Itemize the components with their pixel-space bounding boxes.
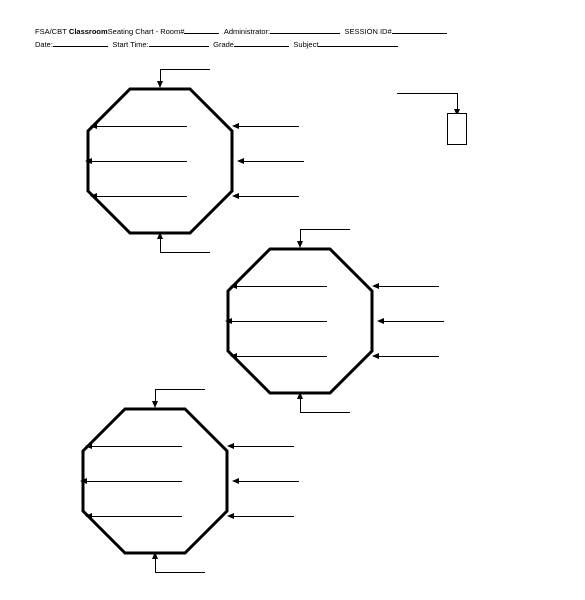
grade-label: Grade <box>213 40 234 49</box>
header-prefix: FSA/CBT <box>35 27 67 36</box>
session-label: SESSION ID# <box>345 27 392 36</box>
seat-line <box>300 229 350 230</box>
arrow-left-icon <box>230 283 237 289</box>
seat-line <box>237 286 327 287</box>
seat-line <box>379 356 439 357</box>
seat-line <box>379 286 439 287</box>
date-label: Date: <box>35 40 53 49</box>
seat-arrow <box>160 238 161 252</box>
arrow-left-icon <box>377 318 384 324</box>
arrow-down-icon <box>152 401 158 408</box>
seat-line <box>92 516 182 517</box>
seat-line <box>87 481 182 482</box>
seat-line <box>397 93 457 94</box>
arrow-left-icon <box>237 158 244 164</box>
seat-line <box>97 196 187 197</box>
seat-line <box>155 389 205 390</box>
seat-line <box>160 252 210 253</box>
arrow-left-icon <box>372 283 379 289</box>
arrow-left-icon <box>232 123 239 129</box>
arrow-left-icon <box>230 353 237 359</box>
arrow-left-icon <box>90 123 97 129</box>
seat-line <box>237 356 327 357</box>
subject-field[interactable] <box>318 38 398 47</box>
session-field[interactable] <box>392 25 447 34</box>
header-row-1: FSA/CBT Classroom Seating Chart - Room# … <box>35 25 550 36</box>
arrow-up-icon <box>297 392 303 399</box>
seat-line <box>92 161 187 162</box>
seat-line <box>234 446 294 447</box>
arrow-down-icon <box>157 81 163 88</box>
seat-line <box>239 126 299 127</box>
seating-chart-page: FSA/CBT Classroom Seating Chart - Room# … <box>35 25 550 575</box>
seat-line <box>244 161 304 162</box>
arrow-left-icon <box>80 478 87 484</box>
seat-line <box>239 196 299 197</box>
arrow-left-icon <box>85 443 92 449</box>
seat-arrow <box>300 398 301 412</box>
arrow-left-icon <box>232 478 239 484</box>
arrow-left-icon <box>227 513 234 519</box>
grade-field[interactable] <box>234 38 289 47</box>
arrow-left-icon <box>227 443 234 449</box>
seat-line <box>97 126 187 127</box>
date-field[interactable] <box>53 38 108 47</box>
seat-line <box>160 69 210 70</box>
arrow-left-icon <box>85 158 92 164</box>
seat-line <box>300 412 350 413</box>
arrow-left-icon <box>225 318 232 324</box>
seat-line <box>384 321 444 322</box>
seat-line <box>239 481 299 482</box>
arrow-left-icon <box>232 193 239 199</box>
arrow-up-icon <box>152 552 158 559</box>
admin-label: Administrator: <box>224 27 270 36</box>
seat-arrow <box>155 558 156 572</box>
seat-line <box>155 572 205 573</box>
header-row-2: Date: Start Time: Grade Subject <box>35 38 550 49</box>
seat-line <box>234 516 294 517</box>
header-title-rest: Seating Chart - Room# <box>108 27 185 36</box>
start-label: Start Time: <box>112 40 148 49</box>
admin-field[interactable] <box>270 25 340 34</box>
start-field[interactable] <box>149 38 209 47</box>
arrow-left-icon <box>372 353 379 359</box>
seating-diagram <box>35 51 550 571</box>
room-field[interactable] <box>184 25 219 34</box>
subject-label: Subject <box>293 40 318 49</box>
arrow-left-icon <box>90 193 97 199</box>
teacher-desk-rect <box>447 113 467 145</box>
header-bold: Classroom <box>69 27 108 36</box>
arrow-up-icon <box>157 232 163 239</box>
arrow-down-icon <box>297 241 303 248</box>
seat-line <box>92 446 182 447</box>
arrow-left-icon <box>85 513 92 519</box>
seat-line <box>232 321 327 322</box>
